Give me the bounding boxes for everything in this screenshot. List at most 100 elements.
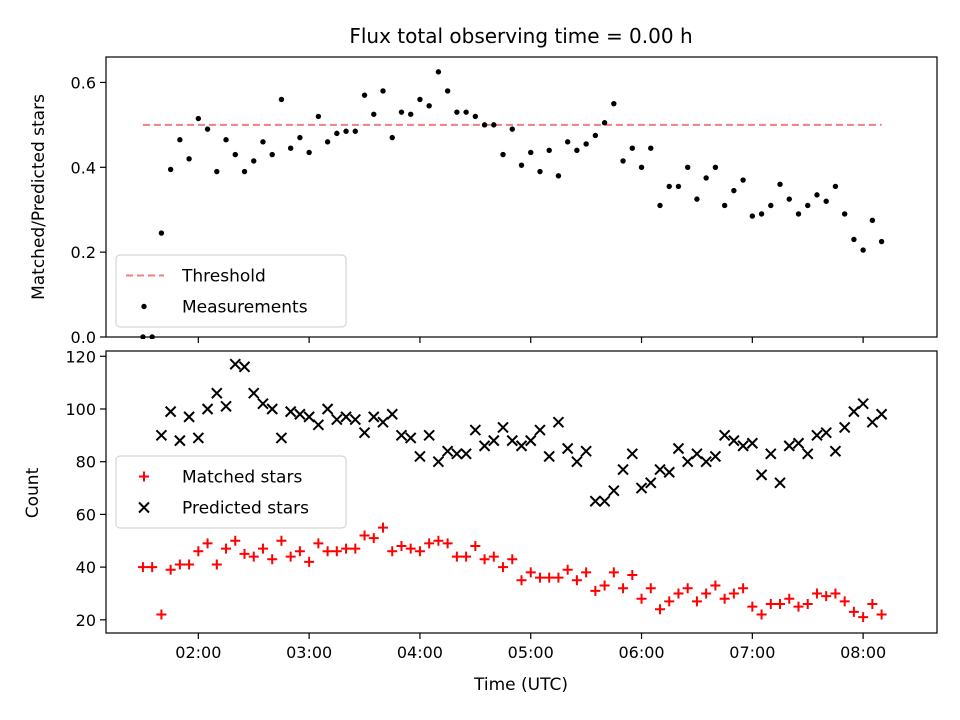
matched-star-point [470, 541, 481, 552]
measurement-point [251, 158, 257, 164]
matched-star-point [775, 599, 786, 610]
predicted-star-point [820, 426, 832, 439]
predicted-star-point [746, 437, 759, 449]
matched-star-point [341, 543, 352, 554]
measurement-point [195, 115, 202, 122]
predicted-star-point [838, 421, 851, 434]
predicted-star-point [358, 426, 371, 439]
measurement-point [343, 128, 349, 134]
predicted-star-point [608, 484, 620, 497]
matched-star-point [682, 583, 693, 594]
predicted-star-point [377, 416, 389, 428]
measurement-point [167, 166, 174, 173]
matched-star-point [350, 543, 361, 554]
predicted-star-point [525, 434, 537, 447]
matched-star-point [147, 562, 158, 573]
measurement-point [518, 162, 525, 168]
x-tick-label: 08:00 [840, 643, 886, 662]
predicted-star-point [866, 416, 879, 428]
matched-star-point [599, 580, 610, 591]
measurement-point [749, 213, 756, 219]
predicted-star-point [441, 445, 454, 457]
measurement-point [841, 211, 848, 217]
matched-star-point [433, 535, 444, 546]
y-tick-label: 100 [65, 400, 96, 419]
plot-frame [105, 56, 938, 338]
measurement-point [241, 168, 248, 175]
predicted-star-point [728, 434, 740, 447]
measurement-point [703, 175, 709, 181]
predicted-star-point [672, 442, 685, 455]
measurement-point [555, 173, 562, 179]
predicted-star-point [783, 440, 795, 452]
predicted-star-point [340, 411, 352, 423]
legend-label: Threshold [181, 267, 266, 287]
measurement-point [454, 109, 460, 115]
matched-star-point [802, 599, 813, 610]
measurement-point [223, 137, 229, 143]
predicted-star-point [174, 434, 186, 447]
x-axis-label: Time (UTC) [473, 675, 568, 695]
predicted-star-point [645, 477, 657, 489]
matched-star-point [378, 522, 388, 533]
matched-star-point [876, 609, 887, 620]
matched-star-point [248, 551, 259, 562]
predicted-star-point [626, 448, 639, 460]
measurement-point [685, 164, 691, 171]
measurement-point [158, 230, 165, 236]
x-tick-label: 06:00 [618, 643, 664, 662]
predicted-star-point [691, 448, 703, 460]
predicted-star-point [192, 432, 205, 444]
matched-star-point [655, 604, 665, 615]
measurement-point [657, 202, 663, 209]
predicted-star-point [765, 448, 777, 460]
measurement-point [629, 145, 635, 151]
matched-star-point [830, 588, 841, 599]
matched-star-point [784, 593, 795, 604]
matched-star-point [756, 609, 767, 620]
matched-star-point [719, 593, 730, 604]
matched-star-point [710, 580, 721, 591]
x-tick-label: 02:00 [175, 643, 221, 662]
predicted-star-point [404, 432, 417, 444]
measurement-point [324, 139, 331, 145]
matched-star-point [414, 546, 425, 557]
measurement-point [546, 147, 552, 154]
measurement-point [149, 334, 155, 339]
predicted-star-point [275, 432, 288, 444]
matched-star-point [230, 535, 241, 546]
measurement-point [620, 158, 626, 164]
matched-star-point [137, 562, 148, 573]
measurement-point [509, 126, 515, 132]
measurement-point [463, 109, 469, 115]
matched-star-point [461, 551, 472, 562]
matched-star-point [294, 546, 305, 557]
measurement-point [823, 198, 829, 204]
predicted-star-point [164, 405, 177, 418]
predicted-star-point [663, 466, 675, 478]
measurement-point [786, 196, 792, 202]
measurement-point [832, 183, 839, 190]
measurement-point [481, 122, 488, 128]
predicted-star-point [469, 424, 482, 436]
predicted-star-point [543, 450, 555, 463]
measurement-point [444, 88, 451, 94]
measurement-point [574, 147, 580, 154]
predicted-star-point [515, 440, 528, 452]
matched-star-point [221, 543, 232, 554]
matched-star-point [479, 554, 490, 565]
predicted-star-point [386, 408, 398, 420]
measurement-point [186, 156, 192, 162]
measurement-point [666, 183, 672, 190]
matched-star-point [156, 609, 167, 620]
predicted-star-point [598, 495, 611, 507]
y-tick-label: 120 [65, 347, 96, 366]
predicted-star-point [238, 361, 251, 373]
matched-star-point [821, 591, 832, 602]
y-tick-label: 60 [76, 505, 96, 524]
predicted-star-point [552, 416, 565, 428]
predicted-star-point [183, 411, 195, 423]
predicted-star-point [700, 455, 712, 468]
measurement-point [758, 211, 765, 217]
predicted-star-point [709, 450, 722, 463]
